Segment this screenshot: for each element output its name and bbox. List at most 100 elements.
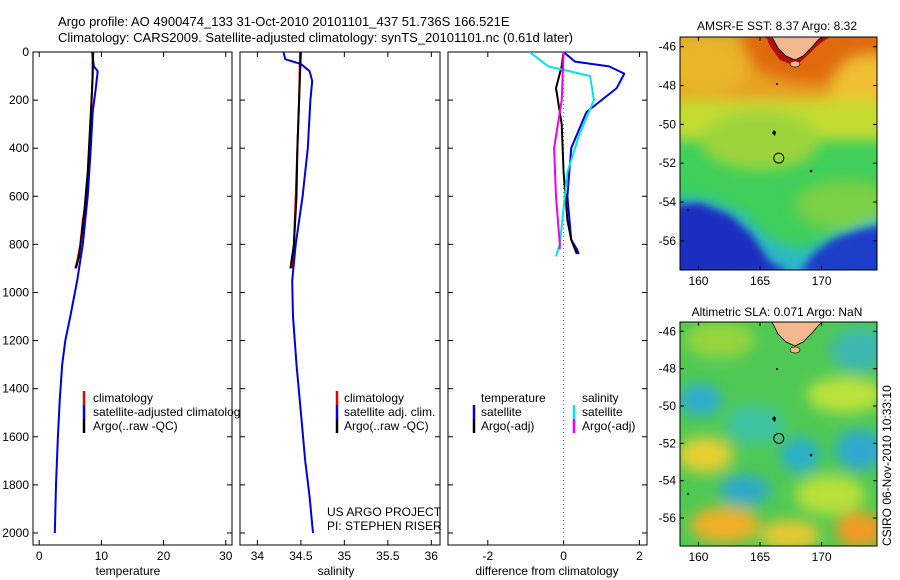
sla-blob bbox=[760, 520, 820, 546]
map-x-tick-label: 165 bbox=[750, 550, 770, 564]
csiro-credit: CSIRO 06-Nov-2010 10:33:10 bbox=[880, 385, 894, 546]
map-y-tick-label: -56 bbox=[659, 234, 677, 248]
header-line-1: Argo profile: AO 4900474_133 31-Oct-2010… bbox=[58, 14, 510, 29]
legend-salinity-argo-label: Argo(-adj) bbox=[582, 419, 635, 433]
difference-axis-ticks: -2 0 2 bbox=[448, 51, 647, 563]
sla-blob bbox=[680, 384, 722, 416]
difference-panel: -2 0 2 difference from climatology tempera… bbox=[447, 51, 648, 578]
sla-blob bbox=[680, 437, 733, 473]
temperature-axis-ticks: 0 10 20 30 0 200 400 600 800 1000 1200 1400 1600 1800… bbox=[2, 45, 232, 563]
map-y-tick-label: -54 bbox=[659, 195, 677, 209]
series-line-temperature_argo bbox=[555, 52, 578, 255]
sla-auckland-islands bbox=[772, 416, 776, 422]
legend-temperature-heading: temperature bbox=[481, 391, 546, 405]
temperature-series bbox=[53, 52, 99, 534]
map-y-tick-label: -48 bbox=[659, 79, 677, 93]
difference-series bbox=[528, 52, 626, 257]
sst-campbell-island bbox=[809, 169, 813, 173]
sst-stewart-island bbox=[789, 60, 801, 68]
series-line-satellite bbox=[282, 52, 314, 534]
sla-blob bbox=[795, 475, 865, 515]
sst-macquarie-island bbox=[687, 209, 689, 211]
sla-blob bbox=[807, 377, 877, 413]
sla-macquarie-island bbox=[687, 493, 689, 495]
legend-temperature-argo-label: Argo(-adj) bbox=[481, 419, 534, 433]
map-y-tick-label: -56 bbox=[659, 511, 677, 525]
salinity-panel: 34 34.5 35 35.5 36 salinity climatology sate… bbox=[239, 51, 442, 578]
map-x-tick-label: 170 bbox=[812, 274, 832, 288]
sst-map-title: AMSR-E SST: 8.37 Argo: 8.32 bbox=[697, 19, 857, 33]
difference-x-label: difference from climatology bbox=[475, 564, 618, 578]
sst-map-axis-ticks: 160 165 170 -46 -48 -50 -52 -54 -56 bbox=[659, 37, 877, 288]
y-tick-label: 0 bbox=[22, 45, 29, 59]
y-tick-label: 800 bbox=[9, 237, 29, 251]
x-tick-label: 20 bbox=[157, 549, 171, 563]
sla-map-axis-ticks: 160 165 170 -46 -48 -50 -52 -54 -56 bbox=[659, 322, 877, 564]
sla-blob bbox=[720, 475, 770, 505]
series-line-salinity_argo bbox=[553, 52, 565, 250]
sla-blob bbox=[835, 512, 877, 546]
sla-map-panel: Altimetric SLA: 0.071 Argo: NaN bbox=[659, 305, 878, 564]
y-tick-label: 2000 bbox=[2, 526, 29, 540]
salinity-axes-frame bbox=[239, 51, 441, 546]
map-y-tick-label: -48 bbox=[659, 362, 677, 376]
temperature-panel: 0 10 20 30 0 200 400 600 800 1000 1200 1400 1600 1800… bbox=[2, 45, 240, 578]
sla-snares-islands bbox=[776, 368, 778, 370]
y-tick-label: 400 bbox=[9, 141, 29, 155]
sla-blob bbox=[690, 507, 760, 543]
sla-stewart-island bbox=[789, 346, 801, 354]
x-tick-label: 30 bbox=[219, 549, 233, 563]
sst-auckland-islands bbox=[772, 130, 776, 136]
x-tick-label: 34.5 bbox=[289, 549, 313, 563]
map-y-tick-label: -54 bbox=[659, 474, 677, 488]
sla-new-zealand-land bbox=[771, 322, 823, 347]
x-tick-label: -2 bbox=[482, 549, 493, 563]
map-y-tick-label: -52 bbox=[659, 436, 677, 450]
series-line-satellite bbox=[53, 52, 99, 534]
x-tick-label: 10 bbox=[95, 549, 109, 563]
map-y-tick-label: -50 bbox=[659, 117, 677, 131]
y-tick-label: 1400 bbox=[2, 382, 29, 396]
sst-deep-blue-west bbox=[680, 203, 786, 270]
sst-lime-blob-east bbox=[795, 180, 877, 230]
legend-climatology-label: climatology bbox=[93, 391, 153, 405]
map-x-tick-label: 170 bbox=[812, 550, 832, 564]
y-tick-label: 600 bbox=[9, 189, 29, 203]
legend-temperature-satellite-label: satellite bbox=[481, 405, 522, 419]
sst-lime-blob bbox=[700, 110, 820, 170]
x-tick-label: 35 bbox=[338, 549, 352, 563]
map-x-tick-label: 165 bbox=[750, 274, 770, 288]
header-line-2: Climatology: CARS2009. Satellite-adjuste… bbox=[58, 30, 573, 45]
legend-salinity-heading: salinity bbox=[582, 391, 619, 405]
difference-axes-frame bbox=[447, 51, 648, 546]
temperature-axes-frame bbox=[32, 51, 233, 546]
map-x-tick-label: 160 bbox=[688, 550, 708, 564]
x-tick-label: 2 bbox=[636, 549, 643, 563]
map-y-tick-label: -50 bbox=[659, 399, 677, 413]
salinity-series bbox=[282, 52, 314, 534]
sst-cold-water bbox=[680, 203, 877, 270]
sst-heatmap bbox=[680, 37, 877, 270]
legend-argo-label: Argo(..raw -QC) bbox=[93, 419, 178, 433]
temperature-x-label: temperature bbox=[96, 564, 161, 578]
legend-argo-label: Argo(..raw -QC) bbox=[344, 419, 429, 433]
y-tick-label: 1600 bbox=[2, 430, 29, 444]
sla-map-title: Altimetric SLA: 0.071 Argo: NaN bbox=[692, 305, 863, 319]
legend-satellite-label: satellite-adjusted climatolog bbox=[93, 405, 240, 419]
y-tick-label: 1200 bbox=[2, 334, 29, 348]
y-tick-label: 200 bbox=[9, 93, 29, 107]
sla-argo-location-marker bbox=[773, 432, 785, 444]
x-tick-label: 34 bbox=[251, 549, 265, 563]
sla-blob bbox=[830, 328, 877, 372]
map-x-tick-label: 160 bbox=[688, 274, 708, 288]
sst-deep-blue-east bbox=[801, 226, 877, 270]
difference-legend: temperature salinity satellite satellite… bbox=[472, 391, 635, 433]
sla-campbell-island bbox=[809, 453, 813, 457]
salinity-axis-ticks: 34 34.5 35 35.5 36 bbox=[240, 51, 440, 563]
sla-blob bbox=[725, 405, 785, 445]
sst-argo-location-marker bbox=[773, 152, 785, 164]
sst-snares-islands bbox=[776, 83, 778, 85]
salinity-legend: climatology satellite adj. clim. Argo(..… bbox=[335, 391, 435, 433]
legend-climatology-label: climatology bbox=[344, 391, 404, 405]
